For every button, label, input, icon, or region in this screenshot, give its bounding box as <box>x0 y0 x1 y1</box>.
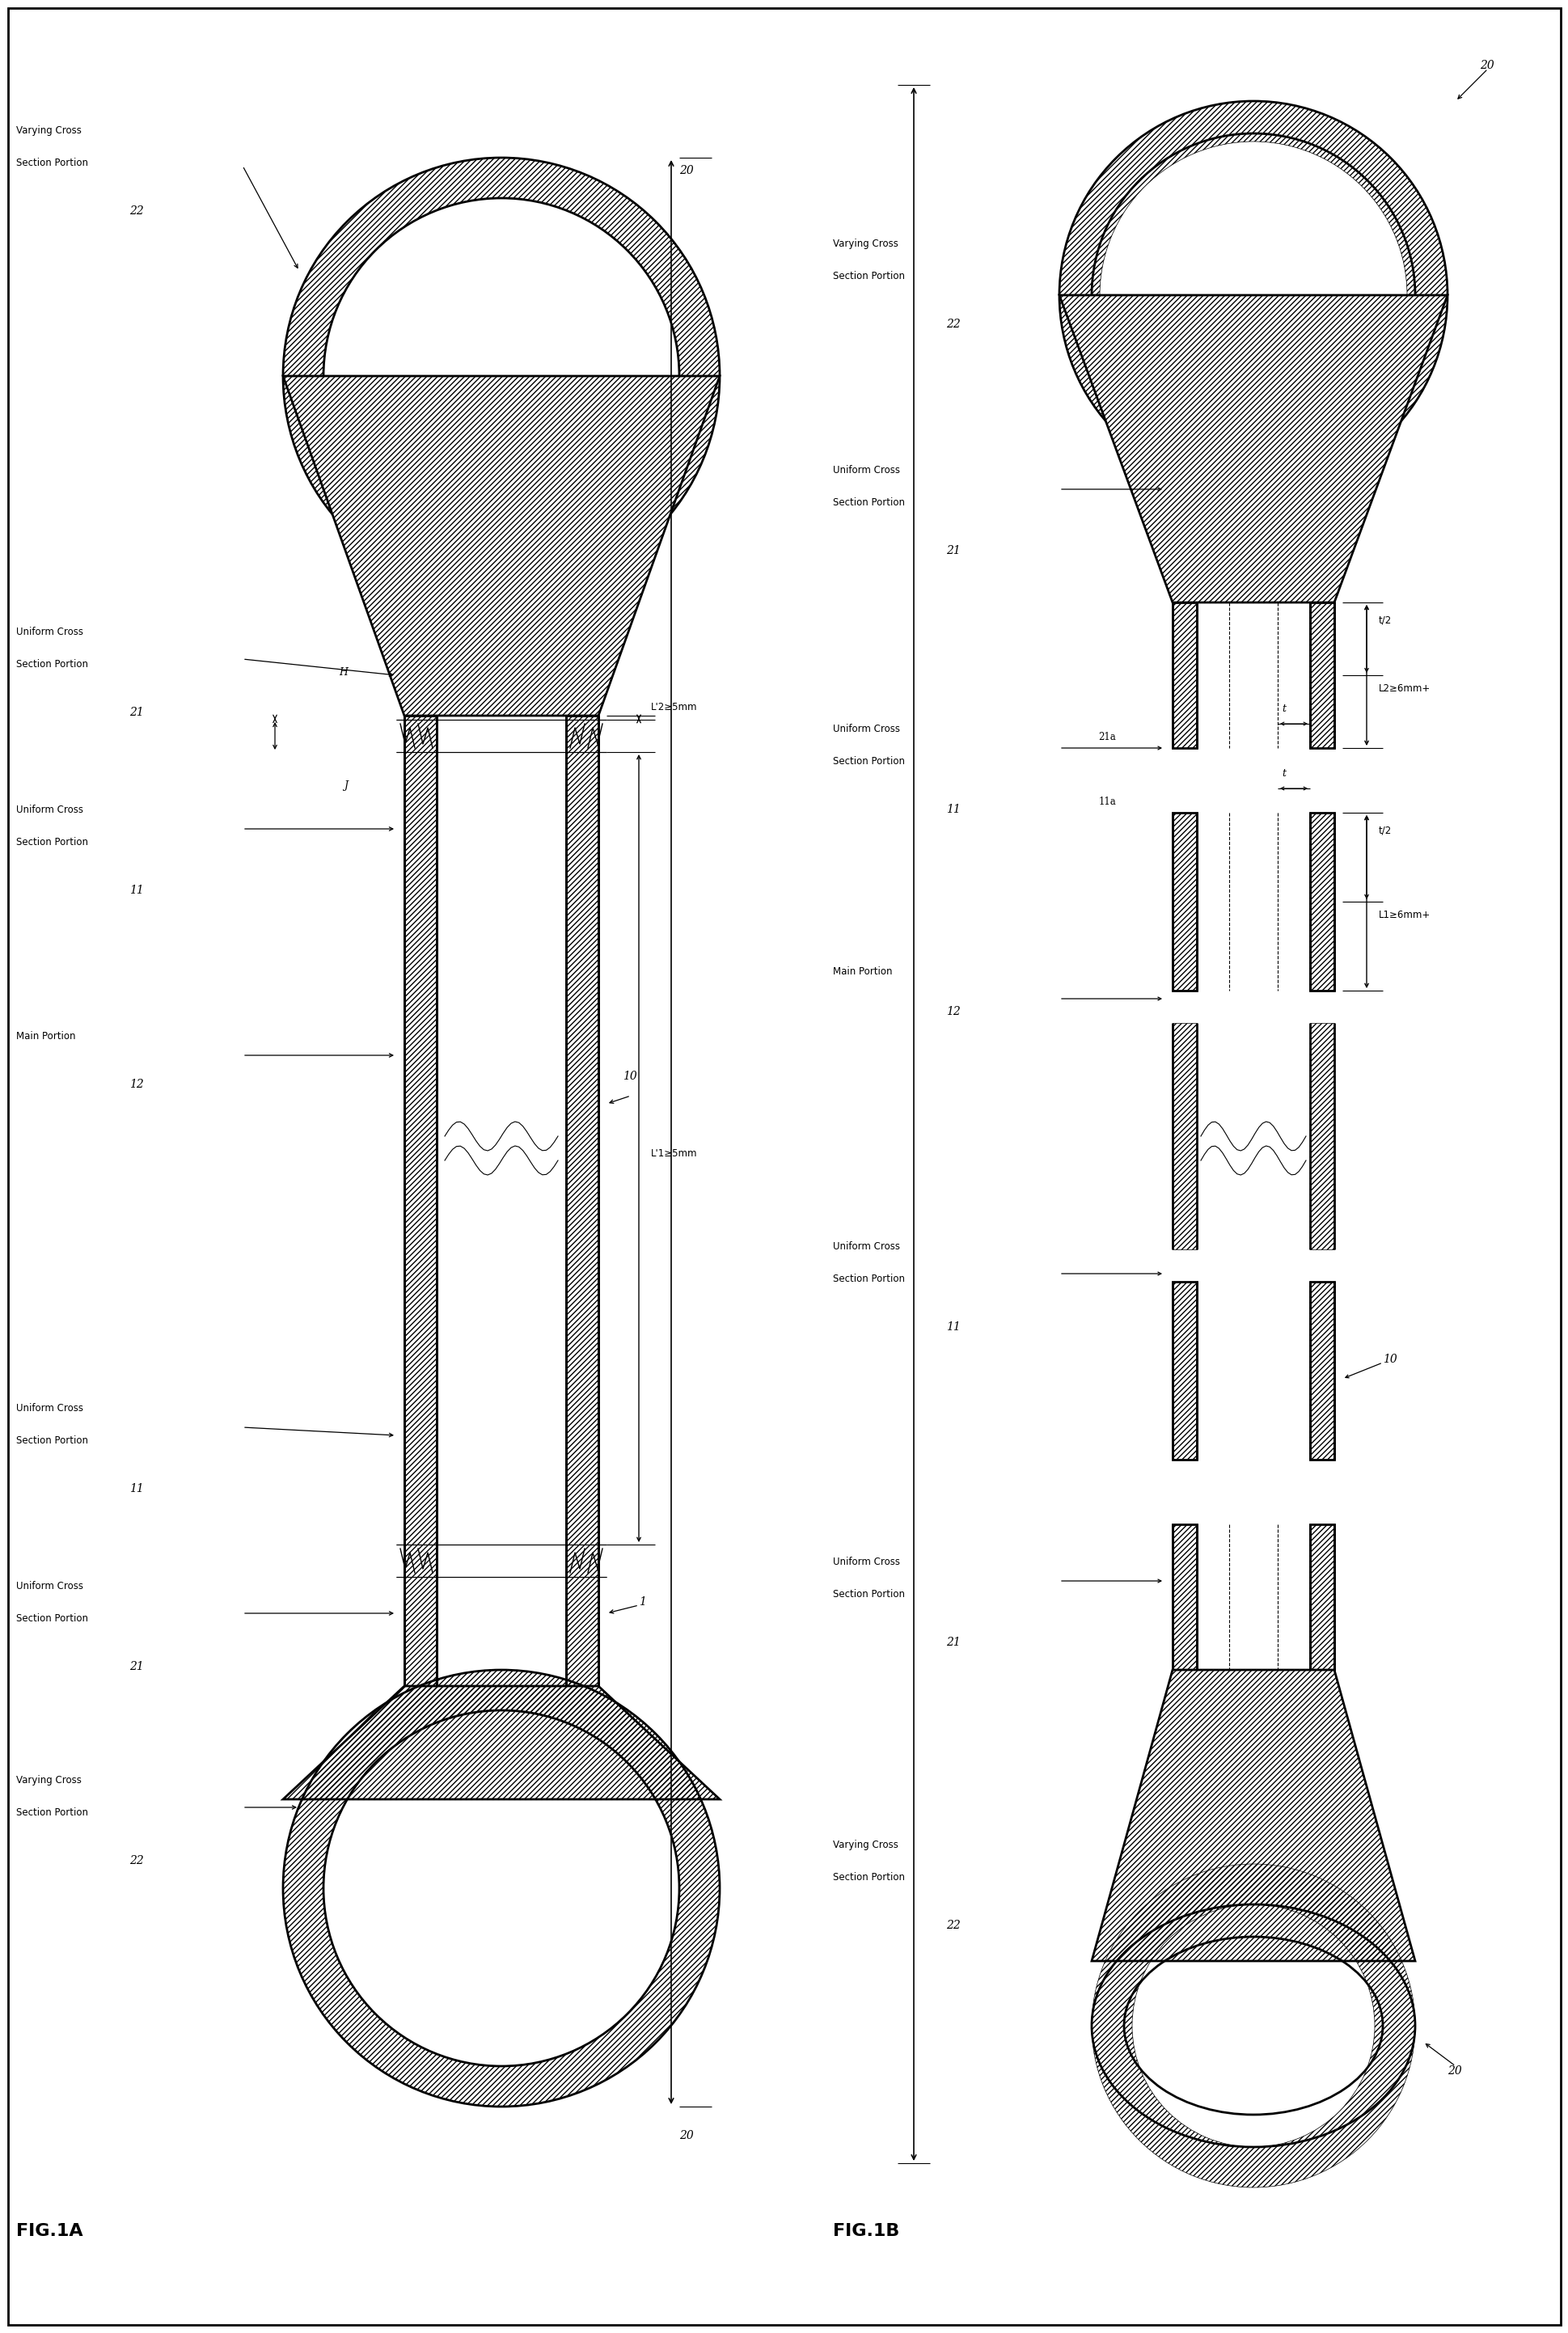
Text: Varying Cross: Varying Cross <box>16 1775 82 1785</box>
Text: J: J <box>343 779 348 791</box>
Text: t/2: t/2 <box>1378 614 1391 625</box>
Text: L1≥6mm+: L1≥6mm+ <box>1378 910 1430 919</box>
Polygon shape <box>1309 812 1334 992</box>
Text: 10: 10 <box>622 1071 637 1083</box>
Text: Section Portion: Section Portion <box>16 159 88 168</box>
Polygon shape <box>282 1687 720 1799</box>
Polygon shape <box>1058 296 1447 602</box>
Text: 21: 21 <box>946 546 960 555</box>
Text: 20: 20 <box>1479 61 1493 72</box>
Polygon shape <box>1309 602 1334 749</box>
Text: 11a: 11a <box>1098 796 1115 807</box>
Text: Section Portion: Section Portion <box>16 1614 88 1624</box>
Text: Section Portion: Section Portion <box>16 658 88 670</box>
Text: t/2: t/2 <box>1378 826 1391 835</box>
Text: Varying Cross: Varying Cross <box>833 238 898 250</box>
Polygon shape <box>405 716 436 1687</box>
Text: Uniform Cross: Uniform Cross <box>16 1402 83 1414</box>
Polygon shape <box>1171 1523 1196 1670</box>
Text: 20: 20 <box>679 2130 693 2142</box>
Text: 22: 22 <box>946 320 960 329</box>
Polygon shape <box>1171 812 1196 992</box>
Text: Uniform Cross: Uniform Cross <box>833 723 900 735</box>
Polygon shape <box>282 376 720 716</box>
Text: Section Portion: Section Portion <box>16 838 88 847</box>
Text: t: t <box>1281 705 1286 714</box>
Text: Section Portion: Section Portion <box>833 756 905 768</box>
Text: 21a: 21a <box>1098 733 1115 742</box>
Text: Section Portion: Section Portion <box>833 271 905 282</box>
Text: L'2≥5mm: L'2≥5mm <box>651 702 698 712</box>
Text: 11: 11 <box>129 1484 144 1495</box>
Text: Main Portion: Main Portion <box>833 966 892 978</box>
Text: 20: 20 <box>1447 2065 1461 2076</box>
Text: 12: 12 <box>946 1006 960 1017</box>
Text: L'1≥5mm: L'1≥5mm <box>651 1148 698 1160</box>
Text: 22: 22 <box>946 1920 960 1932</box>
Text: 11: 11 <box>129 884 144 896</box>
Text: 21: 21 <box>129 707 144 719</box>
Text: Main Portion: Main Portion <box>16 1031 75 1041</box>
Polygon shape <box>1171 1281 1196 1460</box>
Text: 20: 20 <box>679 166 693 177</box>
Text: Uniform Cross: Uniform Cross <box>833 1241 900 1253</box>
Text: FIG.1B: FIG.1B <box>833 2223 898 2240</box>
Text: Uniform Cross: Uniform Cross <box>833 464 900 476</box>
Text: 21: 21 <box>129 1661 144 1673</box>
Text: Uniform Cross: Uniform Cross <box>16 1582 83 1591</box>
Text: Uniform Cross: Uniform Cross <box>16 628 83 637</box>
Text: 22: 22 <box>129 205 144 217</box>
Text: 12: 12 <box>129 1078 144 1090</box>
Text: 11: 11 <box>946 1320 960 1332</box>
Text: Section Portion: Section Portion <box>833 1871 905 1883</box>
Text: 10: 10 <box>1381 1353 1397 1365</box>
Text: Section Portion: Section Portion <box>833 1274 905 1283</box>
Text: Section Portion: Section Portion <box>16 1808 88 1817</box>
Text: Section Portion: Section Portion <box>16 1435 88 1446</box>
Text: 21: 21 <box>946 1638 960 1647</box>
Text: H: H <box>339 667 348 677</box>
Text: Varying Cross: Varying Cross <box>16 126 82 135</box>
Text: Uniform Cross: Uniform Cross <box>16 805 83 814</box>
Polygon shape <box>1091 1670 1414 1962</box>
Text: t: t <box>1281 768 1286 779</box>
Text: Uniform Cross: Uniform Cross <box>833 1556 900 1568</box>
Text: 11: 11 <box>946 805 960 814</box>
Text: 22: 22 <box>129 1855 144 1866</box>
Text: L2≥6mm+: L2≥6mm+ <box>1378 684 1430 693</box>
Polygon shape <box>1309 1281 1334 1460</box>
Text: Varying Cross: Varying Cross <box>833 1841 898 1850</box>
Text: Section Portion: Section Portion <box>833 1589 905 1600</box>
Text: Section Portion: Section Portion <box>833 497 905 509</box>
Text: 1: 1 <box>638 1596 646 1607</box>
Polygon shape <box>566 716 597 1687</box>
Polygon shape <box>1309 1523 1334 1670</box>
Text: FIG.1A: FIG.1A <box>16 2223 83 2240</box>
Polygon shape <box>1171 602 1196 749</box>
